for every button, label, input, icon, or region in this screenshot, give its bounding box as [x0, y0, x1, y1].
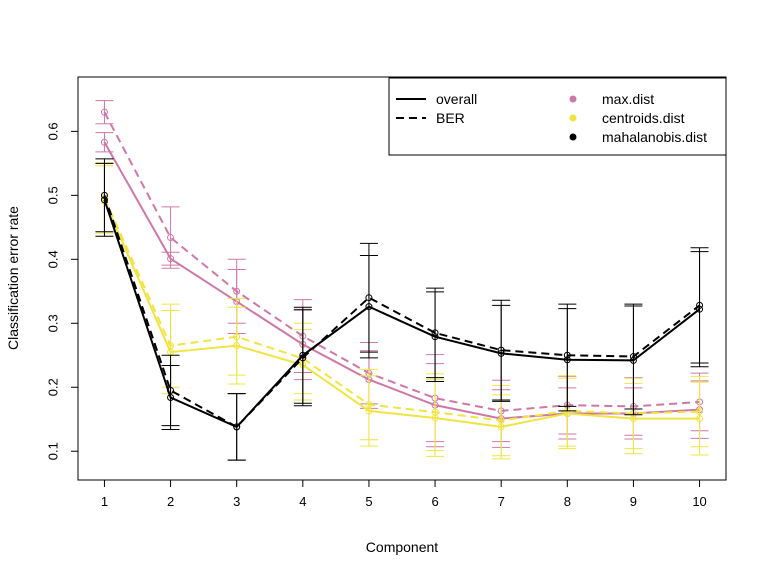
- data-point: [233, 287, 241, 295]
- series-layer: [95, 100, 709, 461]
- y-tick-label: 0.5: [45, 186, 60, 204]
- y-tick-label: 0.1: [45, 442, 60, 460]
- legend-marker-mahalanobis-dist: [569, 133, 577, 141]
- x-tick-label: 3: [233, 494, 240, 509]
- legend-label-ber: BER: [436, 110, 465, 126]
- x-tick-label: 8: [564, 494, 571, 509]
- data-point: [167, 386, 175, 394]
- legend-box: [388, 77, 727, 156]
- x-tick-label: 10: [692, 494, 706, 509]
- data-point: [299, 354, 307, 362]
- data-point: [100, 138, 108, 146]
- legend-marker-centroids-dist: [569, 114, 577, 122]
- x-tick-label: 7: [498, 494, 505, 509]
- series-line: [103, 199, 701, 429]
- x-tick-label: 1: [101, 494, 108, 509]
- data-point: [696, 408, 704, 416]
- y-axis-title: Classification error rate: [5, 206, 21, 350]
- y-axis: 0.1 0.2 0.3 0.4 0.5 0.6: [45, 122, 79, 460]
- y-tick-label: 0.4: [45, 250, 60, 268]
- data-point: [696, 301, 704, 309]
- x-tick-label: 6: [431, 494, 438, 509]
- series-line: [103, 141, 700, 420]
- legend-label-overall: overall: [436, 91, 477, 107]
- x-tick-label: 4: [299, 494, 306, 509]
- x-axis-title: Component: [366, 539, 438, 555]
- data-point: [563, 351, 571, 359]
- series-line: [103, 195, 701, 429]
- x-tick-label: 5: [365, 494, 372, 509]
- data-point: [233, 333, 241, 341]
- data-point: [167, 342, 175, 350]
- x-tick-label: 2: [167, 494, 174, 509]
- x-axis: 1 2 3 4 5 6 7 8 9 10: [101, 479, 707, 509]
- y-tick-label: 0.2: [45, 378, 60, 396]
- legend-label-max-dist: max.dist: [602, 91, 654, 107]
- x-tick-label: 9: [630, 494, 637, 509]
- data-point: [233, 423, 241, 431]
- series-line: [103, 197, 700, 422]
- data-point: [497, 417, 505, 425]
- series-mahalanobis-dist-ber: [95, 158, 709, 461]
- data-point: [431, 329, 439, 337]
- data-point: [629, 353, 637, 361]
- data-point: [497, 346, 505, 354]
- data-point: [365, 401, 373, 409]
- y-tick-label: 0.3: [45, 314, 60, 332]
- series-line: [103, 200, 700, 428]
- legend: overall BER max.dist centroids.dist mahalano…: [388, 77, 727, 156]
- legend-label-centroids-dist: centroids.dist: [602, 110, 685, 126]
- data-point: [100, 191, 108, 199]
- legend-marker-max-dist: [569, 95, 577, 103]
- series-line: [103, 111, 700, 412]
- data-point: [365, 294, 373, 302]
- data-point: [431, 408, 439, 416]
- y-tick-label: 0.6: [45, 122, 60, 140]
- data-point: [100, 108, 108, 116]
- data-point: [167, 234, 175, 242]
- legend-label-mahalanobis-dist: mahalanobis.dist: [602, 129, 707, 145]
